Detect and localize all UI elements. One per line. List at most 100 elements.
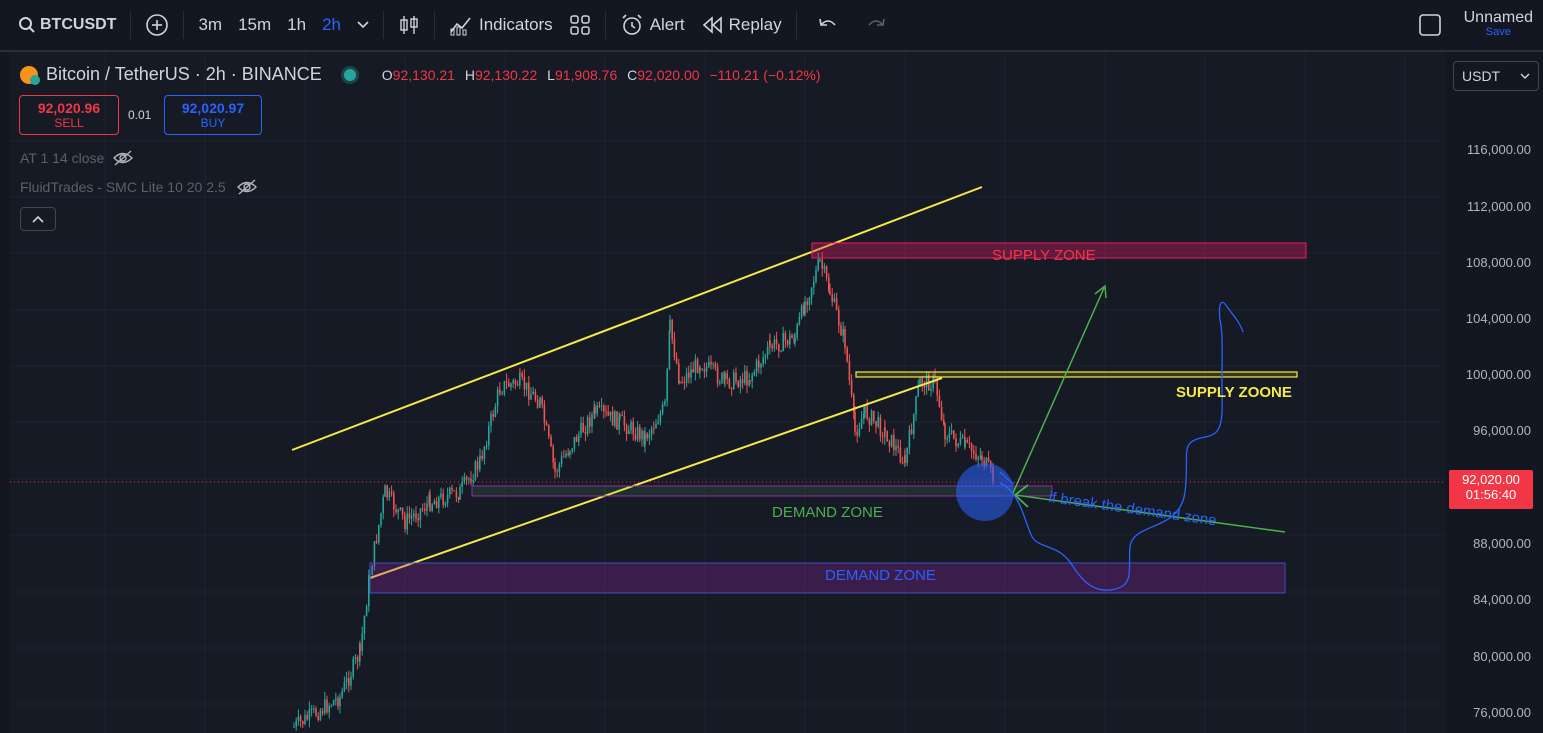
demand-zone-lower[interactable]	[369, 562, 1286, 594]
replay-button[interactable]: Replay	[693, 7, 790, 43]
candle	[573, 436, 576, 449]
eye-off-icon[interactable]	[112, 150, 134, 166]
candle	[936, 377, 938, 396]
eye-off-icon[interactable]	[236, 179, 258, 195]
save-link[interactable]: Save	[1485, 26, 1511, 38]
indicators-button[interactable]: Indicators	[441, 7, 561, 43]
candle	[431, 504, 433, 511]
candle	[519, 373, 521, 375]
indicator-at[interactable]: AT 1 14 close	[20, 150, 134, 166]
replay-icon	[702, 16, 722, 34]
candle	[786, 340, 789, 345]
highlight-circle[interactable]	[956, 463, 1014, 521]
candles-icon	[400, 16, 418, 34]
candle	[632, 421, 634, 435]
channel-lower-line[interactable]	[369, 377, 943, 579]
price-chart[interactable]	[10, 52, 1445, 733]
buy-price: 92,020.97	[181, 100, 245, 116]
layout-name-block[interactable]: Unnamed Save	[1450, 10, 1543, 40]
alert-button[interactable]: Alert	[612, 7, 693, 43]
chart-type-button[interactable]	[390, 7, 428, 43]
candle	[681, 381, 683, 383]
candle	[472, 480, 474, 483]
candle	[343, 682, 346, 692]
candle	[499, 392, 501, 394]
buy-button[interactable]: 92,020.97 BUY	[164, 95, 262, 135]
separator	[382, 11, 384, 39]
candle	[671, 319, 673, 340]
compare-button[interactable]	[137, 7, 177, 43]
buy-label: BUY	[200, 116, 226, 130]
candle	[721, 372, 723, 383]
supply-zone-top[interactable]	[811, 242, 1307, 259]
undo-button[interactable]	[809, 7, 847, 43]
bearish-arrow[interactable]	[1014, 494, 1286, 533]
candle	[655, 423, 657, 429]
candle	[476, 461, 479, 470]
collapse-legend-button[interactable]	[20, 207, 56, 231]
spread-value: 0.01	[128, 108, 152, 122]
candle	[938, 395, 941, 407]
sell-button[interactable]: 92,020.96 SELL	[19, 95, 119, 135]
candle	[683, 382, 686, 384]
candle	[335, 698, 337, 701]
interval-2h[interactable]: 2h	[322, 15, 341, 34]
supply-zone-mid[interactable]	[855, 371, 1298, 378]
candle	[399, 507, 402, 510]
scenario-path[interactable]	[999, 301, 1244, 591]
redo-button[interactable]	[857, 7, 895, 43]
candle	[764, 355, 767, 358]
interval-1h[interactable]: 1h	[287, 15, 307, 34]
candle	[940, 406, 943, 420]
candle	[530, 394, 532, 400]
symbol-search[interactable]: BTCUSDT	[0, 7, 124, 43]
top-toolbar: BTCUSDT 3m 15m 1h 2h Indicators Alert Re…	[0, 0, 1543, 52]
interval-15m[interactable]: 15m	[238, 15, 272, 34]
candle	[332, 700, 335, 706]
candle	[492, 413, 494, 417]
candle	[295, 720, 297, 727]
candle	[359, 643, 361, 651]
candle	[648, 434, 651, 439]
candle	[762, 357, 764, 364]
channel-upper-line[interactable]	[291, 186, 983, 451]
fullscreen-button[interactable]	[1410, 7, 1450, 43]
candle	[644, 433, 646, 445]
candle	[341, 691, 343, 697]
currency-select[interactable]: USDT	[1453, 61, 1539, 91]
candle	[675, 357, 678, 364]
candle	[923, 385, 926, 388]
candle	[925, 374, 928, 388]
interval-3m[interactable]: 3m	[198, 15, 223, 34]
candle	[844, 328, 846, 348]
candle	[424, 508, 426, 511]
candle	[897, 445, 899, 448]
price-axis[interactable]: 116,000.00 112,000.00 108,000.00 104,000.00…	[1445, 52, 1543, 733]
candle	[463, 476, 466, 482]
indicator-fluidtrades[interactable]: FluidTrades - SMC Lite 10 20 2.5	[20, 179, 258, 195]
candle	[565, 453, 567, 457]
separator	[433, 11, 435, 39]
candle	[501, 393, 503, 395]
candle	[616, 411, 618, 430]
candle	[819, 259, 821, 261]
candle	[879, 417, 882, 437]
current-price: 92,020.00	[1462, 472, 1520, 487]
candle	[384, 485, 386, 497]
candle	[753, 371, 756, 376]
demand-zone-upper[interactable]	[471, 485, 1053, 497]
bullish-arrow[interactable]	[1012, 287, 1105, 494]
candle	[694, 359, 697, 373]
candle	[596, 405, 598, 414]
candle	[636, 426, 639, 440]
candle	[483, 447, 486, 459]
chart-pane[interactable]	[10, 52, 1445, 733]
symbol-title[interactable]: Bitcoin / TetherUS · 2h · BINANCE	[46, 64, 322, 84]
candle	[921, 378, 923, 386]
candle	[815, 269, 817, 282]
layouts-button[interactable]	[561, 7, 599, 43]
candle	[780, 351, 782, 353]
candle	[708, 361, 710, 367]
candle	[611, 411, 614, 426]
interval-dropdown[interactable]	[349, 7, 377, 43]
